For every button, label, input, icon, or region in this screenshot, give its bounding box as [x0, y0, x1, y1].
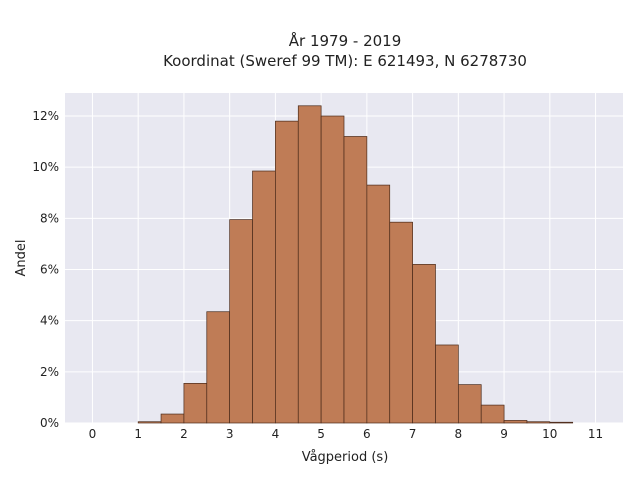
y-tick-label: 6% — [40, 263, 59, 277]
y-tick-label: 12% — [32, 109, 59, 123]
y-axis-label: Andel — [14, 240, 29, 277]
x-tick-label: 1 — [134, 427, 142, 441]
y-tick-label: 10% — [32, 160, 59, 174]
histogram-bar — [160, 413, 185, 424]
y-tick-label: 2% — [40, 365, 59, 379]
x-axis-label: Vågperiod (s) — [302, 450, 389, 465]
histogram-bar — [503, 420, 528, 424]
histogram-bar — [549, 421, 574, 424]
histogram-bar — [457, 384, 482, 424]
x-tick-label: 3 — [226, 427, 234, 441]
histogram-bar — [252, 170, 276, 424]
histogram-bar — [435, 344, 459, 424]
histogram-bar — [229, 219, 253, 424]
histogram-bar — [412, 264, 436, 424]
chart-subtitle: Koordinat (Sweref 99 TM): E 621493, N 62… — [163, 52, 527, 70]
x-tick-label: 2 — [180, 427, 188, 441]
x-tick-label: 8 — [455, 427, 463, 441]
bar-layer — [137, 105, 574, 424]
x-tick-labels: 0 1 2 3 4 5 6 7 8 9 10 11 — [89, 427, 604, 441]
histogram-bar — [137, 421, 162, 424]
y-tick-label: 4% — [40, 314, 59, 328]
histogram-bar — [275, 120, 299, 424]
histogram-bar — [320, 115, 345, 424]
histogram-bar — [183, 382, 208, 424]
histogram-bar — [480, 404, 505, 424]
histogram-bar — [297, 105, 322, 424]
histogram-bar — [343, 136, 368, 424]
x-tick-label: 11 — [588, 427, 603, 441]
x-tick-label: 4 — [272, 427, 280, 441]
histogram-bar — [206, 311, 231, 424]
histogram-bar — [366, 184, 391, 424]
y-tick-label: 8% — [40, 211, 59, 225]
chart-title: År 1979 - 2019 — [289, 31, 402, 50]
histogram-bar — [389, 221, 413, 424]
x-tick-label: 9 — [500, 427, 508, 441]
x-tick-label: 5 — [317, 427, 325, 441]
x-tick-label: 10 — [542, 427, 557, 441]
y-tick-labels: 0% 2% 4% 6% 8% 10% 12% — [32, 109, 59, 430]
x-tick-label: 7 — [409, 427, 417, 441]
x-tick-label: 6 — [363, 427, 371, 441]
x-tick-label: 0 — [89, 427, 97, 441]
y-tick-label: 0% — [40, 416, 59, 430]
histogram-bar — [526, 421, 551, 424]
